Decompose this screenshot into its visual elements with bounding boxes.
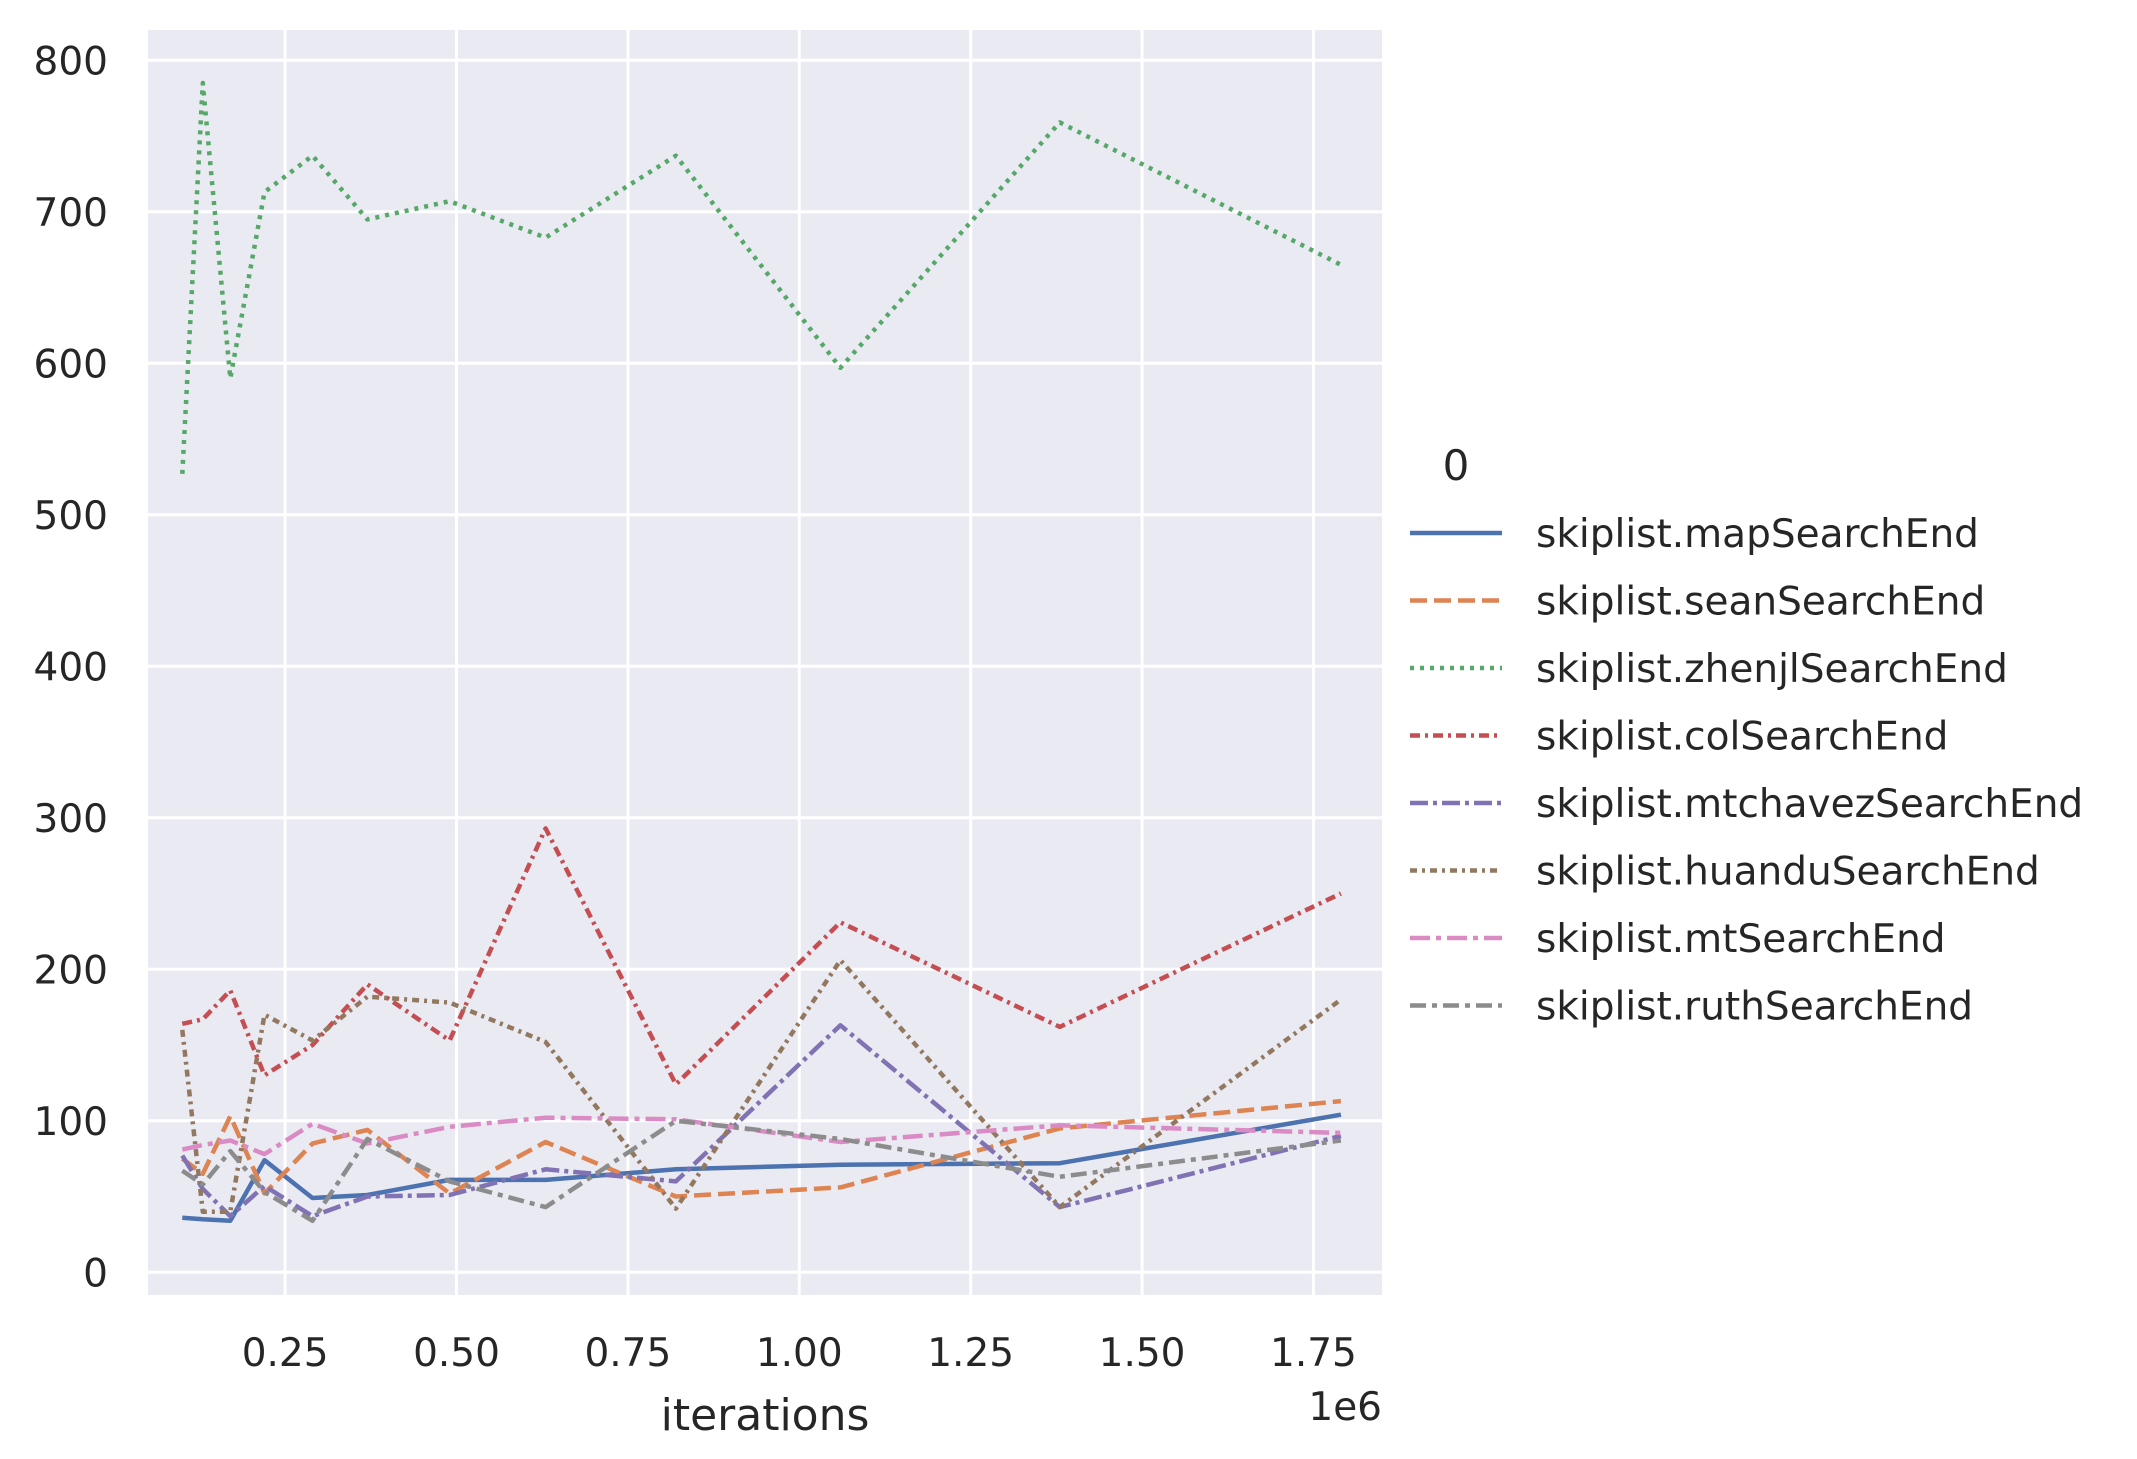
legend-item: skiplist.mapSearchEnd xyxy=(1410,512,1979,557)
legend-label: skiplist.colSearchEnd xyxy=(1536,715,1948,760)
x-tick-labels: 0.25 0.50 0.75 1.00 1.25 1.50 1.75 xyxy=(242,1331,1357,1376)
y-tick-label: 500 xyxy=(34,494,108,539)
legend-item: skiplist.seanSearchEnd xyxy=(1410,580,1985,625)
series-line-3 xyxy=(180,80,1342,475)
grid-lines xyxy=(148,30,1382,1295)
x-tick-label: 1.75 xyxy=(1270,1331,1357,1376)
series-line-4 xyxy=(181,826,1342,1087)
legend-item: skiplist.mtchavezSearchEnd xyxy=(1410,782,2083,827)
y-tick-label: 700 xyxy=(34,191,108,236)
y-tick-labels: 0 100 200 300 400 500 600 700 800 xyxy=(34,39,108,1296)
x-tick-label: 0.25 xyxy=(242,1331,329,1376)
x-axis-multiplier: 1e6 xyxy=(1308,1385,1382,1430)
x-tick-label: 0.50 xyxy=(413,1331,500,1376)
legend-label: skiplist.zhenjlSearchEnd xyxy=(1536,647,2008,692)
legend-label: skiplist.mtchavezSearchEnd xyxy=(1536,782,2083,827)
y-tick-label: 300 xyxy=(34,797,108,842)
y-tick-label: 100 xyxy=(34,1100,108,1145)
legend-item: skiplist.mtSearchEnd xyxy=(1410,917,1946,962)
series-line-1 xyxy=(182,1112,1342,1224)
legend-item: skiplist.colSearchEnd xyxy=(1410,715,1948,760)
legend-label: skiplist.mtSearchEnd xyxy=(1536,917,1946,962)
y-tick-label: 0 xyxy=(83,1251,108,1296)
y-tick-label: 800 xyxy=(34,39,108,84)
series-line-7 xyxy=(181,1115,1341,1157)
y-tick-label: 200 xyxy=(34,948,108,993)
legend-item: skiplist.zhenjlSearchEnd xyxy=(1410,647,2008,692)
x-tick-label: 0.75 xyxy=(584,1331,671,1376)
legend-label: skiplist.ruthSearchEnd xyxy=(1536,985,1973,1030)
legend-item: skiplist.huanduSearchEnd xyxy=(1410,850,2040,895)
series-lines xyxy=(180,80,1343,1224)
legend-title: 0 xyxy=(1443,441,1470,490)
legend: 0 skiplist.mapSearchEnd skiplist.seanSear… xyxy=(1410,441,2083,1030)
y-tick-label: 400 xyxy=(34,645,108,690)
series-line-6 xyxy=(180,957,1343,1214)
legend-label: skiplist.mapSearchEnd xyxy=(1536,512,1979,557)
legend-item: skiplist.ruthSearchEnd xyxy=(1410,985,1973,1030)
x-axis-label: iterations xyxy=(661,1390,870,1441)
x-tick-label: 1.50 xyxy=(1099,1331,1186,1376)
series-line-8 xyxy=(181,1118,1342,1224)
legend-items: skiplist.mapSearchEnd skiplist.seanSearch… xyxy=(1410,512,2083,1030)
x-tick-label: 1.25 xyxy=(927,1331,1014,1376)
plot-area-background xyxy=(148,30,1382,1295)
legend-label: skiplist.huanduSearchEnd xyxy=(1536,850,2040,895)
legend-label: skiplist.seanSearchEnd xyxy=(1536,580,1985,625)
x-tick-label: 1.00 xyxy=(756,1331,843,1376)
y-tick-label: 600 xyxy=(34,342,108,387)
